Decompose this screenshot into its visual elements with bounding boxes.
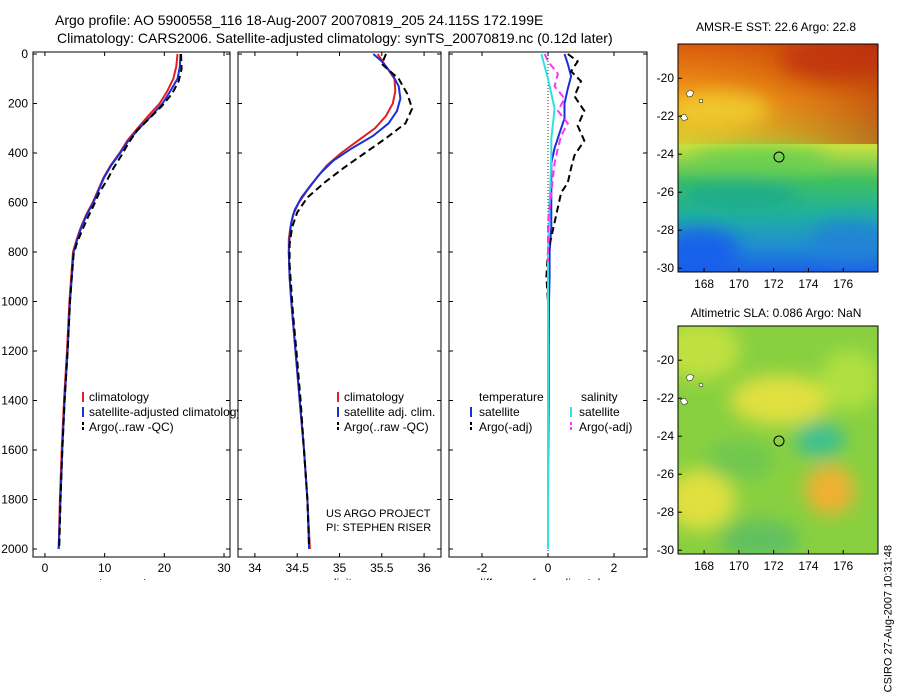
map-y-tick-label: -24: [657, 429, 675, 443]
legend-group-title: temperature: [479, 390, 544, 404]
map-x-tick-label: 168: [694, 559, 714, 573]
y-tick-label: 800: [8, 245, 28, 259]
y-tick-label: 0: [21, 47, 28, 61]
map-x-tick-label: 174: [798, 559, 818, 573]
x-axis-label: temperature: [99, 576, 164, 580]
x-axis-label: salinity: [321, 576, 358, 580]
pi-label: PI: STEPHEN RISER: [326, 522, 431, 534]
x-tick-label: 36: [417, 561, 431, 575]
x-tick-label: 2: [611, 561, 618, 575]
series-line-satellite: [540, 53, 556, 549]
x-tick-label: 35.5: [370, 561, 394, 575]
map-y-tick-label: -28: [657, 223, 675, 237]
legend-label: satellite-adjusted climatology: [89, 405, 242, 419]
map-x-tick-label: 170: [729, 277, 749, 291]
map-y-tick-label: -30: [657, 543, 675, 557]
island-shape: [685, 89, 695, 98]
legend-label: satellite: [479, 405, 520, 419]
series-line-satellite-adj-clim-: [287, 53, 402, 550]
x-tick-label: 0: [545, 561, 552, 575]
legend-label: satellite: [579, 405, 620, 419]
map-y-tick-label: -22: [657, 391, 675, 405]
sla-map-axes: 168 170 172 174 176 -20 -22 -24 -26 -28 -30: [657, 353, 854, 573]
x-tick-label: 30: [217, 561, 231, 575]
y-tick-label: 1400: [1, 394, 28, 408]
map-y-tick-label: -26: [657, 185, 675, 199]
plot-area: [32, 51, 231, 558]
map-x-tick-label: 176: [833, 559, 853, 573]
map-y-tick-label: -22: [657, 109, 675, 123]
map-x-tick-label: 174: [798, 277, 818, 291]
sla-map: 168 170 172 174 176 -20 -22 -24 -26 -28 -30: [657, 325, 879, 573]
y-tick-label: 2000: [1, 542, 28, 556]
series-line-argo-adj-: [543, 53, 569, 262]
map-x-tick-label: 170: [729, 559, 749, 573]
figure-title-line-2: Climatology: CARS2006. Satellite-adjuste…: [57, 30, 613, 46]
profile-panels: 0 10 20 30020040060080010001200140016001800…: [1, 47, 648, 580]
x-tick-label: 34.5: [286, 561, 310, 575]
map-y-tick-label: -20: [657, 353, 675, 367]
map-x-tick-label: 172: [764, 277, 784, 291]
legend-label: Argo(..raw -QC): [89, 420, 174, 434]
panel-temperature: 0 10 20 30 0 200 400 600 800 1000 1200 1400 1600 1800…: [1, 47, 242, 580]
sst-map-axes: 168 170 172 174 176 -20 -22 -24 -26 -28 -30: [657, 71, 854, 291]
island-shape: [698, 98, 704, 104]
legend-label: Argo(-adj): [479, 420, 532, 434]
map-y-tick-label: -30: [657, 261, 675, 275]
legend-label: Argo(..raw -QC): [344, 420, 429, 434]
x-tick-label: 20: [158, 561, 172, 575]
map-x-tick-label: 168: [694, 277, 714, 291]
y-tick-label: 200: [8, 97, 28, 111]
x-tick-label: 0: [42, 561, 49, 575]
sla-map-title: Altimetric SLA: 0.086 Argo: NaN: [690, 306, 862, 320]
legend-group-title: salinity: [581, 390, 618, 404]
plot-area: [237, 51, 442, 558]
panel-salinity: 34 34.5 35 35.5 36 salinity climatologysatelli…: [237, 51, 442, 580]
y-tick-label: 600: [8, 196, 28, 210]
map-x-tick-label: 176: [833, 277, 853, 291]
map-y-tick-label: -28: [657, 505, 675, 519]
x-tick-label: 34: [248, 561, 262, 575]
island-shape: [698, 382, 704, 388]
series-line-satellite-adjusted-climatology: [57, 53, 182, 550]
legend-label: climatology: [344, 390, 404, 404]
y-tick-label: 1600: [1, 443, 28, 457]
sst-map-title: AMSR-E SST: 22.6 Argo: 22.8: [695, 20, 857, 34]
x-tick-label: -2: [477, 561, 488, 575]
argo-location-marker: [773, 435, 785, 447]
project-label: US ARGO PROJECT: [326, 508, 431, 520]
y-tick-label: 400: [8, 146, 28, 160]
series-line-argo-raw-qc-: [288, 53, 414, 547]
map-y-tick-label: -20: [657, 71, 675, 85]
map-x-tick-label: 172: [764, 559, 784, 573]
figure-title-line-1: Argo profile: AO 5900558_116 18-Aug-2007…: [55, 12, 544, 28]
map-y-tick-label: -26: [657, 467, 675, 481]
legend-label: satellite adj. clim.: [344, 405, 435, 419]
panel-difference: -2 0 2difference from climatology temperatu…: [448, 51, 648, 580]
x-tick-label: 35: [333, 561, 347, 575]
sst-map: 168 170 172 174 176 -20 -22 -24 -26 -28 -30: [657, 43, 879, 291]
x-tick-label: 10: [98, 561, 112, 575]
island-shape: [679, 397, 689, 406]
legend-label: Argo(-adj): [579, 420, 632, 434]
figure-canvas: 0 10 20 30020040060080010001200140016001800…: [1, 43, 879, 580]
x-axis-label: difference from climatology: [476, 576, 619, 580]
y-tick-label: 1800: [1, 493, 28, 507]
argo-location-marker: [773, 151, 785, 163]
series-line-argo-adj-: [545, 53, 586, 549]
y-tick-label: 1000: [1, 295, 28, 309]
y-tick-label: 1200: [1, 344, 28, 358]
island-shape: [685, 373, 695, 382]
legend-label: climatology: [89, 390, 149, 404]
map-y-tick-label: -24: [657, 147, 675, 161]
